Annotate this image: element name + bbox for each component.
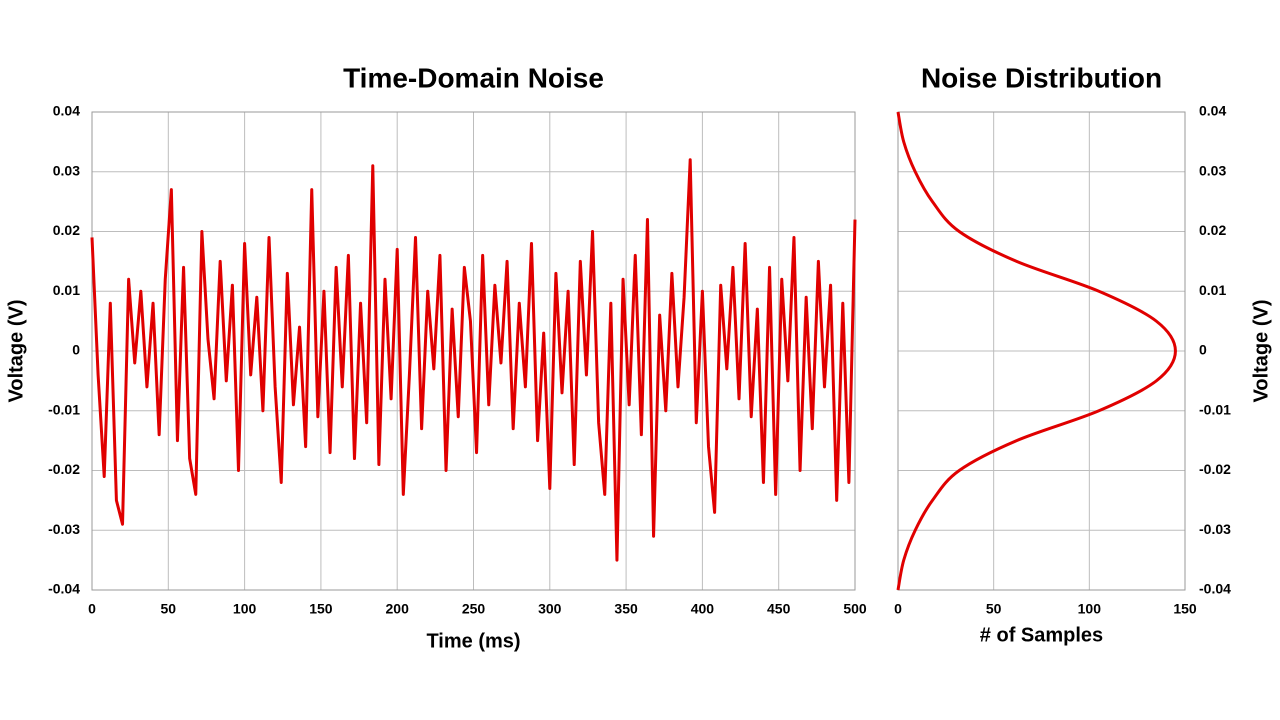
- y-tick-label: 0: [72, 342, 80, 358]
- x-tick-label: 300: [538, 601, 562, 617]
- x-tick-label: 350: [614, 601, 638, 617]
- x-tick-label: 450: [767, 601, 791, 617]
- y-tick-label: 0.03: [53, 162, 80, 178]
- y-tick-label: 0: [1199, 342, 1207, 358]
- y-tick-label: -0.03: [48, 521, 80, 537]
- x-tick-label: 0: [88, 601, 96, 617]
- x-tick-label: 400: [691, 601, 715, 617]
- y-axis-label: Voltage (V): [5, 300, 27, 403]
- y-tick-label: 0.01: [53, 282, 80, 298]
- plot-frame: [91, 111, 856, 591]
- x-tick-label: 500: [843, 601, 867, 617]
- y-tick-label: 0.04: [1199, 103, 1226, 119]
- y-tick-label: 0.03: [1199, 162, 1226, 178]
- y-tick-label: -0.02: [48, 461, 80, 477]
- plot-frame: [897, 111, 1186, 591]
- chart-title: Time-Domain Noise: [343, 62, 604, 93]
- y-tick-label: -0.01: [48, 401, 80, 417]
- x-tick-label: 200: [386, 601, 410, 617]
- y-tick-label: -0.03: [1199, 521, 1231, 537]
- y-tick-label: -0.01: [1199, 401, 1231, 417]
- data-line: [90, 158, 857, 562]
- y-tick-label: -0.02: [1199, 461, 1231, 477]
- x-tick-label: 100: [1078, 601, 1102, 617]
- y-tick-label: 0.02: [53, 222, 80, 238]
- chart-title: Noise Distribution: [921, 62, 1162, 93]
- y-tick-label: -0.04: [48, 581, 80, 597]
- y-tick-label: 0.02: [1199, 222, 1226, 238]
- y-tick-label: 0.01: [1199, 282, 1226, 298]
- x-axis-label: Time (ms): [426, 630, 520, 652]
- x-tick-label: 150: [309, 601, 333, 617]
- x-tick-label: 250: [462, 601, 486, 617]
- x-tick-label: 100: [233, 601, 257, 617]
- x-axis-label: # of Samples: [980, 624, 1103, 646]
- y-tick-label: 0.04: [53, 103, 80, 119]
- x-tick-label: 50: [161, 601, 177, 617]
- y-tick-label: -0.04: [1199, 581, 1231, 597]
- x-tick-label: 150: [1173, 601, 1197, 617]
- x-tick-label: 0: [894, 601, 902, 617]
- x-tick-label: 50: [986, 601, 1002, 617]
- y-axis-label: Voltage (V): [1250, 300, 1272, 403]
- data-line: [896, 111, 1177, 591]
